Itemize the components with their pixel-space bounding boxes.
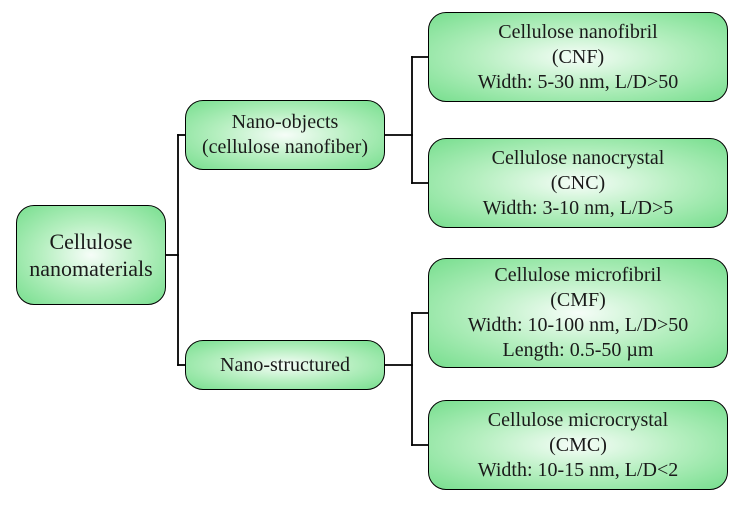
node-text: (CMC): [549, 433, 607, 458]
node-text: Cellulose nanocrystal: [492, 146, 665, 171]
node-cnc: Cellulose nanocrystal (CNC) Width: 3-10 …: [428, 138, 728, 228]
node-text: Cellulose microfibril: [494, 263, 661, 288]
node-text: nanomaterials: [29, 255, 152, 283]
node-nano-objects: Nano-objects (cellulose nanofiber): [185, 100, 385, 170]
node-text: Width: 10-15 nm, L/D<2: [478, 458, 678, 483]
node-text: Nano-structured: [220, 353, 350, 378]
node-text: Width: 10-100 nm, L/D>50: [468, 313, 688, 338]
node-cmf: Cellulose microfibril (CMF) Width: 10-10…: [428, 258, 728, 368]
node-text: Cellulose microcrystal: [488, 408, 669, 433]
node-text: Nano-objects: [232, 110, 339, 135]
node-text: Cellulose: [49, 228, 132, 256]
node-root: Cellulose nanomaterials: [16, 205, 166, 305]
node-text: Cellulose nanofibril: [498, 20, 657, 45]
node-cmc: Cellulose microcrystal (CMC) Width: 10-1…: [428, 400, 728, 490]
node-text: (CNC): [551, 171, 605, 196]
node-cnf: Cellulose nanofibril (CNF) Width: 5-30 n…: [428, 12, 728, 102]
node-text: (CMF): [550, 288, 606, 313]
node-nano-structured: Nano-structured: [185, 340, 385, 390]
node-text: Width: 5-30 nm, L/D>50: [478, 70, 678, 95]
node-text: Width: 3-10 nm, L/D>5: [483, 196, 673, 221]
node-text: (cellulose nanofiber): [202, 135, 368, 160]
node-text: (CNF): [552, 45, 604, 70]
node-text: Length: 0.5-50 µm: [503, 338, 654, 363]
